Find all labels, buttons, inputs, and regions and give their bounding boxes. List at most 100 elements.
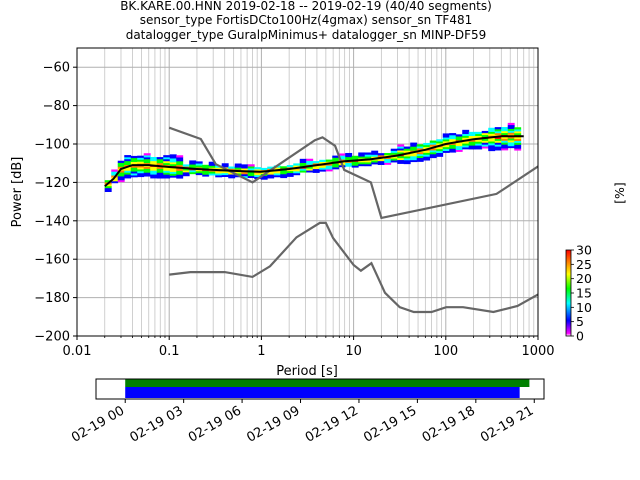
heatmap-cell <box>163 157 171 160</box>
x-tick-label: 100 <box>433 344 458 359</box>
heatmap-cell <box>494 146 502 149</box>
heatmap-cell <box>410 148 418 151</box>
heatmap-cell <box>351 165 359 168</box>
heatmap-cell <box>455 136 463 139</box>
heatmap-cell <box>176 170 184 173</box>
heatmap-cell <box>332 165 340 168</box>
heatmap-cell <box>423 156 431 159</box>
heatmap-cell <box>117 160 125 163</box>
heatmap-cell <box>312 161 320 164</box>
heatmap-cell <box>455 138 463 141</box>
heatmap-cell <box>410 152 418 155</box>
heatmap-cell <box>384 152 392 156</box>
heatmap-cell <box>150 166 158 169</box>
heatmap-cell <box>449 150 457 153</box>
heatmap-cell <box>462 129 470 133</box>
time-coverage-panel: 02-19 00 02-19 03 02-19 06 02-19 09 02-19 12… <box>69 378 545 446</box>
heatmap-cell <box>384 156 392 160</box>
heatmap-cell <box>416 144 424 147</box>
heatmap-cell <box>215 173 223 176</box>
heatmap-cell <box>436 146 444 150</box>
y-tick-label: −160 <box>34 253 70 268</box>
heatmap-cell <box>254 169 262 172</box>
colorbar-tick-label: 5 <box>576 314 584 329</box>
heatmap-cell <box>124 168 132 171</box>
heatmap-cell <box>501 146 509 149</box>
heatmap-cell <box>501 132 509 136</box>
heatmap-cell <box>176 172 184 175</box>
time-axis-ticks: 02-19 00 02-19 03 02-19 06 02-19 09 02-19 12… <box>69 399 536 446</box>
colorbar-tick-label: 25 <box>576 257 592 272</box>
heatmap-cell <box>455 142 463 145</box>
heatmap-cell <box>358 152 366 155</box>
heatmap-cell <box>442 148 450 151</box>
heatmap-cell <box>481 132 489 136</box>
heatmap-cell <box>306 168 314 171</box>
heatmap-cell <box>247 171 255 175</box>
psd-heatmap <box>104 122 522 192</box>
heatmap-cell <box>364 160 372 163</box>
heatmap-cell <box>429 142 437 145</box>
heatmap-cell <box>124 176 132 179</box>
heatmap-cell <box>176 157 184 160</box>
x-axis-label: Period [s] <box>276 364 338 379</box>
heatmap-cell <box>163 160 171 164</box>
heatmap-cell <box>260 167 268 171</box>
heatmap-cell <box>169 160 177 163</box>
heatmap-cell <box>364 164 372 167</box>
heatmap-cell <box>215 171 223 174</box>
heatmap-cell <box>182 172 190 175</box>
heatmap-cell <box>514 146 522 149</box>
heatmap-cell <box>156 160 164 164</box>
x-tick-label: 0.1 <box>159 344 180 359</box>
heatmap-cell <box>189 171 197 175</box>
heatmap-cell <box>397 150 405 153</box>
x-tick-label: 0.01 <box>63 344 92 359</box>
heatmap-cell <box>319 161 327 164</box>
heatmap-cell <box>163 176 171 179</box>
heatmap-cell <box>514 140 522 143</box>
heatmap-cell <box>208 173 216 176</box>
heatmap-cell <box>163 158 171 162</box>
heatmap-cell <box>345 154 353 158</box>
heatmap-cell <box>507 124 515 128</box>
heatmap-cell <box>384 158 392 161</box>
heatmap-cell <box>481 142 489 145</box>
heatmap-cell <box>455 143 463 147</box>
heatmap-cell <box>111 179 119 182</box>
heatmap-cell <box>351 161 359 164</box>
heatmap-cell <box>208 165 216 168</box>
heatmap-cell <box>403 148 411 151</box>
heatmap-cell <box>247 175 255 179</box>
heatmap-cell <box>403 156 411 159</box>
heatmap-cell <box>169 175 177 178</box>
heatmap-cell <box>416 148 424 151</box>
time-tick-label: 02-19 21 <box>478 403 536 445</box>
heatmap-cell <box>488 145 496 148</box>
x-tick-label: 10 <box>345 344 362 359</box>
y-tick-label: −100 <box>34 138 70 153</box>
heatmap-cell <box>338 155 346 158</box>
heatmap-cell <box>286 172 294 175</box>
heatmap-cell <box>462 131 470 134</box>
heatmap-cell <box>403 146 411 149</box>
title-line-1: BK.KARE.00.HNN 2019-02-18 -- 2019-02-19 … <box>120 0 492 13</box>
heatmap-cell <box>442 133 450 136</box>
heatmap-cell <box>488 127 496 130</box>
heatmap-cell <box>156 157 164 160</box>
heatmap-cell <box>325 163 333 166</box>
heatmap-cell <box>429 153 437 157</box>
heatmap-cell <box>455 145 463 149</box>
heatmap-cell <box>507 138 515 141</box>
heatmap-cell <box>195 161 203 164</box>
heatmap-cell <box>215 175 223 178</box>
heatmap-cell <box>351 155 359 158</box>
heatmap-cell <box>494 148 502 151</box>
heatmap-cell <box>494 138 502 141</box>
heatmap-cell <box>449 138 457 142</box>
heatmap-cell <box>286 174 294 177</box>
heatmap-cell <box>475 133 483 136</box>
heatmap-cell <box>494 130 502 134</box>
heatmap-cell <box>176 155 184 158</box>
heatmap-cell <box>332 157 340 160</box>
